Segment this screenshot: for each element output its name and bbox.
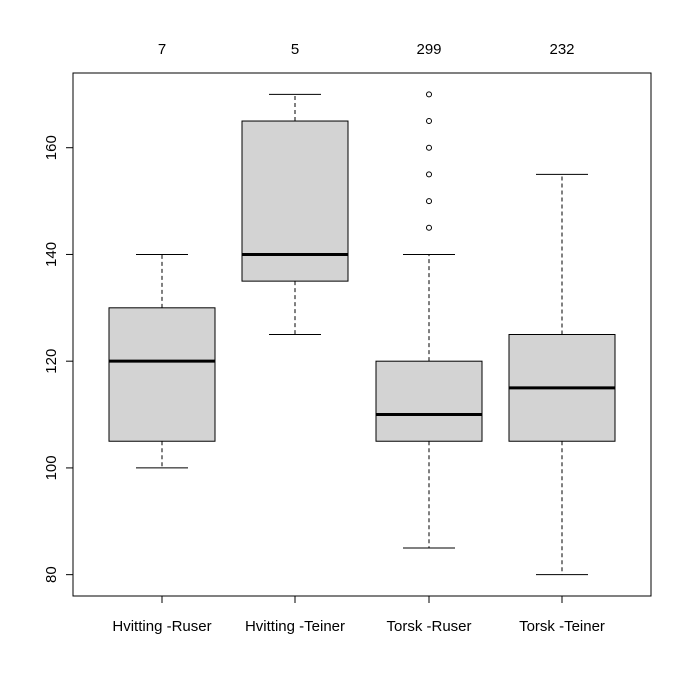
boxes-layer	[108, 91, 616, 576]
y-tick-label: 140	[43, 242, 60, 267]
y-tick-label: 80	[43, 566, 60, 583]
y-axis: 80 100 120 140 160	[43, 135, 74, 583]
outlier-point	[426, 91, 432, 98]
x-tick-label: Hvitting -Ruser	[112, 618, 211, 635]
y-tick-label: 160	[43, 135, 60, 160]
x-tick-label: Torsk -Teiner	[519, 618, 605, 635]
box-iqr	[375, 360, 483, 442]
box-iqr	[241, 120, 349, 282]
y-tick-label: 100	[43, 455, 60, 480]
outlier-point	[426, 198, 432, 205]
count-label: 7	[158, 41, 166, 58]
outlier-point	[426, 144, 432, 151]
outlier-point	[426, 118, 432, 125]
count-label: 299	[416, 41, 441, 58]
x-tick-label: Torsk -Ruser	[386, 618, 471, 635]
box-group	[375, 91, 483, 549]
count-labels: 7 5 299 232	[158, 41, 575, 58]
count-label: 232	[549, 41, 574, 58]
box-iqr	[108, 307, 216, 442]
outlier-point	[426, 224, 432, 231]
box-group	[108, 253, 216, 469]
y-tick-label: 120	[43, 349, 60, 374]
x-axis: Hvitting -Ruser Hvitting -Teiner Torsk -Ru…	[112, 595, 605, 635]
count-label: 5	[291, 41, 299, 58]
outlier-point	[426, 171, 432, 178]
box-group	[508, 173, 616, 576]
x-tick-label: Hvitting -Teiner	[245, 618, 345, 635]
box-group	[241, 93, 349, 335]
